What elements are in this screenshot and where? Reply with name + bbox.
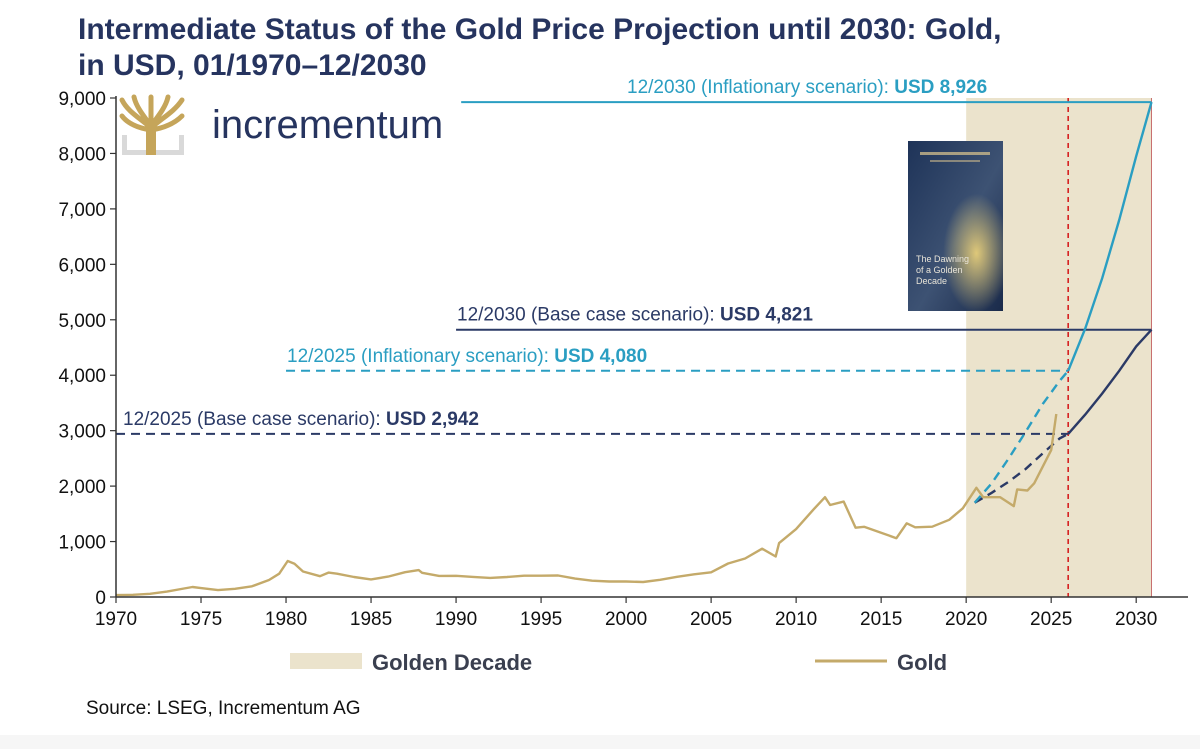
y-tick-label: 8,000 bbox=[58, 144, 106, 165]
annotation-label-inf2025: 12/2025 (Inflationary scenario): USD 4,0… bbox=[287, 346, 647, 367]
x-tick-label: 1980 bbox=[265, 609, 307, 630]
x-tick-label: 2010 bbox=[775, 609, 817, 630]
x-tick-label: 1985 bbox=[350, 609, 392, 630]
annotation-label-base2030: 12/2030 (Base case scenario): USD 4,821 bbox=[457, 305, 813, 326]
x-tick-label: 2000 bbox=[605, 609, 647, 630]
y-tick-label: 1,000 bbox=[58, 533, 106, 554]
scenario-base-case-dashed bbox=[974, 432, 1069, 504]
incrementum-logo: incrementum bbox=[119, 94, 443, 155]
chart-title: Intermediate Status of the Gold Price Pr… bbox=[78, 12, 1178, 84]
x-tick-label: 1975 bbox=[180, 609, 222, 630]
annotation-label-inf2030: 12/2030 (Inflationary scenario): USD 8,9… bbox=[627, 77, 987, 98]
x-tick-label: 1990 bbox=[435, 609, 477, 630]
book-title-line-2: of a Golden bbox=[916, 265, 963, 275]
x-tick-label: 1970 bbox=[95, 609, 137, 630]
book-title-line-3: Decade bbox=[916, 276, 947, 286]
legend-golden-decade-swatch bbox=[290, 653, 362, 669]
y-tick-label: 2,000 bbox=[58, 477, 106, 498]
x-tick-label: 2025 bbox=[1030, 609, 1072, 630]
legend-gold-label: Gold bbox=[897, 650, 947, 675]
annotation-label-base2025: 12/2025 (Base case scenario): USD 2,942 bbox=[123, 409, 479, 430]
scenario-base-case-solid bbox=[1067, 328, 1153, 435]
x-tick-label: 2015 bbox=[860, 609, 902, 630]
x-tick-label: 2005 bbox=[690, 609, 732, 630]
source-note: Source: LSEG, Incrementum AG bbox=[86, 698, 361, 719]
chart-title-line-1: Intermediate Status of the Gold Price Pr… bbox=[78, 13, 1002, 46]
x-tick-label: 2030 bbox=[1115, 609, 1157, 630]
y-tick-label: 0 bbox=[95, 588, 106, 609]
chart-title-line-2: in USD, 01/1970–12/2030 bbox=[78, 49, 427, 82]
gold-price-line bbox=[115, 413, 1058, 597]
y-tick-label: 6,000 bbox=[58, 255, 106, 276]
brand-name: incrementum bbox=[212, 103, 443, 147]
x-tick-label: 2020 bbox=[945, 609, 987, 630]
legend-golden-decade-label: Golden Decade bbox=[372, 650, 532, 675]
y-tick-label: 5,000 bbox=[58, 311, 106, 332]
x-tick-label: 1995 bbox=[520, 609, 562, 630]
y-tick-label: 4,000 bbox=[58, 366, 106, 387]
book-title-line-1: The Dawning bbox=[916, 254, 969, 264]
y-tick-label: 9,000 bbox=[58, 89, 106, 110]
y-tick-label: 3,000 bbox=[58, 422, 106, 443]
y-tick-label: 7,000 bbox=[58, 200, 106, 221]
bottom-strip bbox=[0, 735, 1200, 749]
scenario-inflationary-solid bbox=[1067, 101, 1153, 372]
tree-logo-icon bbox=[119, 94, 185, 155]
book-cover-image: The Dawning of a Golden Decade bbox=[908, 141, 1003, 311]
legend: Golden Decade Gold bbox=[290, 650, 947, 675]
